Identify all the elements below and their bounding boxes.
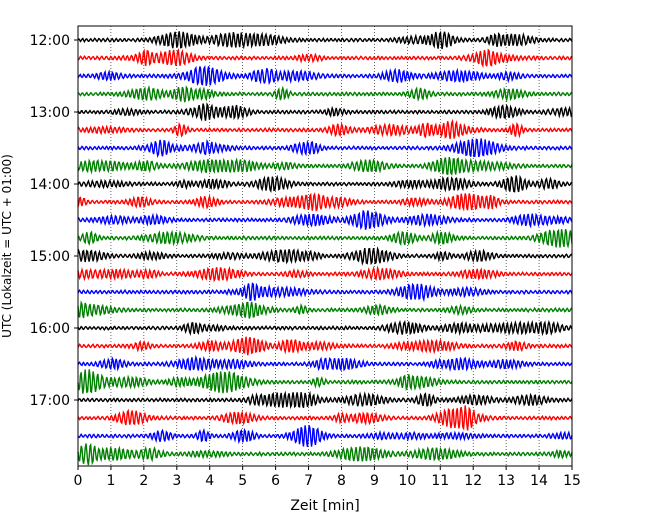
y-tick-label: 14:00 <box>30 177 70 193</box>
y-tick-label: 15:00 <box>30 249 70 265</box>
trace-line <box>77 265 573 283</box>
trace-line <box>77 156 573 176</box>
y-axis-ticks: 12:00 13:00 14:00 15:00 16:00 17:00 <box>30 33 78 409</box>
x-tick-label: 8 <box>337 473 346 489</box>
trace-line <box>77 174 573 194</box>
trace-line <box>77 390 573 410</box>
plot-frame <box>77 25 573 467</box>
x-tick-label: 6 <box>271 473 280 489</box>
y-tick-label: 16:00 <box>30 321 70 337</box>
x-tick-label: 5 <box>238 473 247 489</box>
trace-line <box>77 354 573 372</box>
y-tick-label: 13:00 <box>30 105 70 121</box>
trace-line <box>77 228 573 249</box>
x-tick-label: 1 <box>106 473 115 489</box>
x-tick-label: 11 <box>431 473 449 489</box>
trace-line <box>77 405 573 431</box>
trace-lines <box>77 30 573 466</box>
trace-line <box>77 336 573 356</box>
trace-line <box>77 246 573 266</box>
x-tick-label: 14 <box>530 473 548 489</box>
y-tick-label: 12:00 <box>30 33 70 49</box>
trace-line <box>77 319 573 337</box>
trace-line <box>77 48 572 68</box>
trace-line <box>77 300 573 319</box>
x-tick-label: 9 <box>370 473 379 489</box>
trace-line <box>78 30 573 50</box>
trace-line <box>77 65 573 87</box>
trace-line <box>77 102 573 122</box>
trace-line <box>77 118 573 140</box>
trace-line <box>77 282 573 303</box>
trace-line <box>77 84 572 103</box>
x-tick-label: 13 <box>497 473 515 489</box>
trace-line <box>77 425 573 448</box>
trace-line <box>77 442 573 466</box>
trace-line <box>77 138 573 159</box>
x-tick-label: 10 <box>398 473 416 489</box>
x-tick-label: 12 <box>464 473 482 489</box>
trace-line <box>77 369 573 394</box>
x-tick-label: 2 <box>139 473 148 489</box>
trace-line <box>77 210 573 231</box>
x-axis-label: Zeit [min] <box>290 498 359 514</box>
x-tick-label: 3 <box>172 473 181 489</box>
trace-line <box>77 192 573 212</box>
x-tick-label: 4 <box>205 473 214 489</box>
x-axis-ticks: 0 1 2 3 4 5 6 7 8 9 10 11 12 13 14 15 <box>74 466 581 489</box>
x-tick-label: 0 <box>74 473 83 489</box>
y-tick-label: 17:00 <box>30 393 70 409</box>
grid-lines <box>110 26 540 466</box>
x-tick-label: 15 <box>563 473 581 489</box>
x-tick-label: 7 <box>304 473 313 489</box>
y-axis-label: UTC (Lokalzeit = UTC + 01:00) <box>0 154 14 338</box>
